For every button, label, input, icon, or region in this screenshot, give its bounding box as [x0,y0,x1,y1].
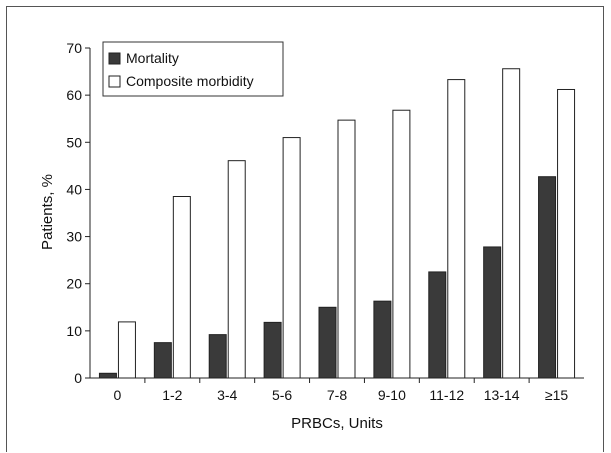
y-tick-label: 30 [66,229,82,245]
bar-composite-morbidity [502,68,521,379]
bar-composite-morbidity [392,109,411,379]
x-tick-label: 11-12 [429,387,464,403]
y-tick-label: 40 [66,181,82,197]
y-tick-label: 70 [66,40,82,56]
bar-mortality [208,334,227,379]
bar-composite-morbidity [282,137,301,379]
bar-composite-morbidity [337,119,356,379]
bar-mortality [318,306,337,379]
x-tick-label: 0 [114,387,122,403]
bar-mortality [483,246,502,379]
legend-swatch-mortality [108,52,121,65]
y-tick-label: 60 [66,87,82,103]
bar-composite-morbidity [557,88,576,379]
y-tick-label: 10 [66,323,82,339]
x-tick-label: 9-10 [378,387,406,403]
x-tick-label: 3-4 [217,387,237,403]
legend-label-composite-morbidity: Composite morbidity [126,73,254,89]
x-tick-label: 1-2 [162,387,182,403]
bar-mortality [538,176,557,379]
bar-composite-morbidity [447,79,466,379]
y-axis-title: Patients, % [39,174,56,250]
y-tick-label: 20 [66,276,82,292]
bar-composite-morbidity [172,196,191,379]
figure-frame [6,6,604,452]
ticks: 0 10 20 30 40 50 60 70 0 1-2 3-4 5-6 7-8 9-10 11-12 13-… [66,40,568,403]
bar-composite-morbidity [117,321,136,379]
x-tick-label: ≥15 [545,387,568,403]
x-axis-title: PRBCs, Units [291,415,383,432]
legend-label-mortality: Mortality [126,50,179,66]
bar-mortality [428,271,447,379]
y-tick-label: 50 [66,134,82,150]
x-tick-label: 5-6 [272,387,292,403]
bar-composite-morbidity [227,160,246,379]
legend-swatch-composite-morbidity [108,75,121,88]
bar-mortality [153,342,172,379]
legend-box [102,41,284,97]
bar-mortality [98,372,117,379]
legend: Mortality Composite morbidity [102,41,284,97]
bar-mortality [373,300,392,379]
x-tick-label: 7-8 [327,387,347,403]
bar-mortality [263,321,282,379]
bars [98,68,576,379]
x-tick-label: 13-14 [484,387,520,403]
axes [89,48,584,379]
y-tick-label: 0 [74,370,82,386]
